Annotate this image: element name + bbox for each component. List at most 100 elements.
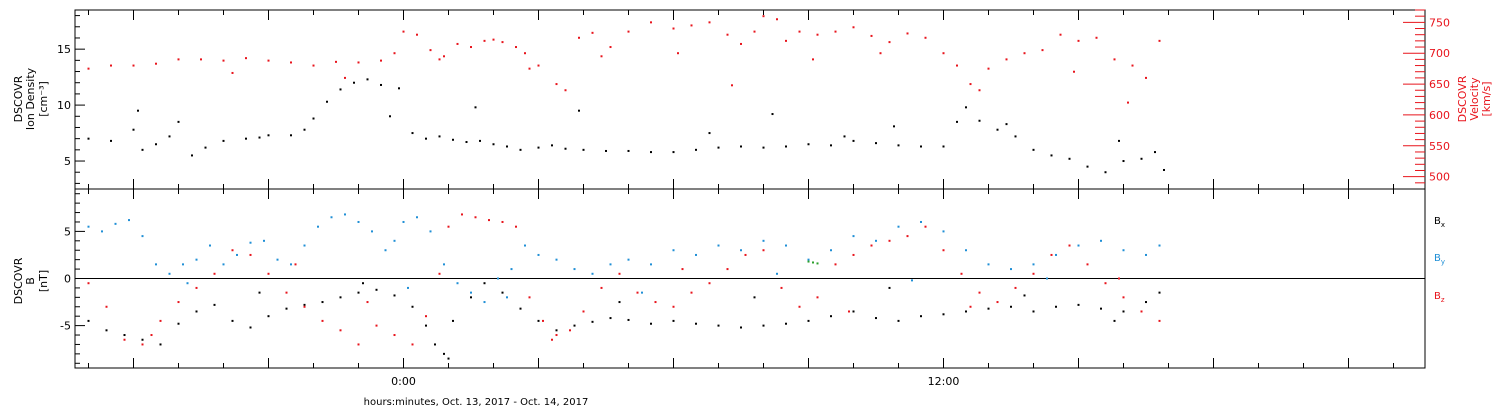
- velocity-axis-label-line3: [km/s]: [1480, 81, 1493, 116]
- velocity-point: [1095, 36, 1098, 39]
- velocity-axis-label-line1: DSCOVR: [1456, 75, 1469, 122]
- velocity-point: [335, 60, 337, 63]
- bz-point: [285, 291, 288, 294]
- density-point: [564, 147, 567, 150]
- bottom-panel: -5 0 5 DSCOVR B [nT] Bx By Bz: [12, 188, 1445, 369]
- bx-point: [1032, 310, 1035, 313]
- bx-point: [897, 319, 900, 322]
- density-point: [245, 137, 247, 140]
- by-point: [875, 239, 877, 242]
- velocity-tick-label: 700: [1429, 47, 1450, 60]
- density-point: [762, 146, 765, 149]
- by-point: [987, 263, 990, 266]
- velocity-point: [870, 34, 873, 37]
- by-point: [1158, 244, 1161, 247]
- bz-point: [762, 249, 765, 252]
- bx-point: [852, 310, 855, 313]
- density-point: [978, 119, 981, 122]
- velocity-point: [708, 21, 711, 24]
- density-point: [411, 132, 414, 135]
- bz-point: [501, 220, 504, 223]
- velocity-point: [690, 24, 693, 27]
- bz-point: [1068, 244, 1071, 247]
- legend-bz: Bz: [1434, 291, 1445, 304]
- bz-point: [672, 305, 675, 308]
- bz-point: [888, 239, 891, 242]
- bz-point: [618, 272, 621, 275]
- velocity-point: [1127, 101, 1129, 104]
- by-point: [591, 272, 594, 275]
- b-axis-label-line1: DSCOVR: [12, 257, 25, 304]
- velocity-point: [609, 46, 612, 49]
- bx-point: [987, 307, 990, 310]
- bx-point: [537, 319, 540, 322]
- bx-point: [609, 317, 612, 320]
- bz-point: [978, 291, 981, 294]
- bz-point: [393, 334, 396, 337]
- velocity-point: [438, 58, 441, 61]
- density-point: [537, 146, 540, 149]
- bx-point: [213, 303, 216, 306]
- by-point: [407, 286, 409, 289]
- bz-point: [249, 253, 252, 256]
- bx-point: [740, 326, 742, 329]
- by-point: [384, 249, 387, 252]
- bz-point: [150, 334, 153, 337]
- bz-point: [681, 268, 684, 271]
- by-point: [510, 268, 513, 271]
- bz-point: [551, 338, 553, 341]
- bz-point: [425, 315, 427, 318]
- bx-point: [875, 317, 877, 320]
- density-point: [1140, 157, 1143, 160]
- density-point: [398, 87, 400, 90]
- velocity-point: [627, 30, 630, 33]
- by-point: [942, 230, 945, 233]
- density-point: [479, 139, 481, 142]
- bz-point: [438, 272, 441, 275]
- bx-point: [672, 319, 675, 322]
- density-point: [137, 109, 139, 112]
- velocity-point: [357, 61, 360, 64]
- velocity-tick-label: 650: [1429, 78, 1450, 91]
- by-point: [344, 213, 346, 216]
- density-point: [425, 137, 427, 140]
- bx-point: [920, 315, 922, 318]
- density-point: [1154, 151, 1156, 154]
- density-point: [1005, 123, 1008, 126]
- bz-point: [231, 249, 234, 252]
- bz-point: [1104, 282, 1107, 285]
- time-tick-label: 0:00: [391, 375, 416, 388]
- bx-point: [483, 282, 486, 285]
- velocity-point: [956, 64, 958, 67]
- velocity-point: [1059, 33, 1062, 36]
- density-point: [1118, 139, 1120, 142]
- bz-point: [969, 305, 972, 308]
- velocity-tick-label: 600: [1429, 109, 1450, 122]
- velocity-point: [1131, 64, 1134, 67]
- by-point: [1145, 253, 1147, 256]
- bz_alt-point: [812, 261, 814, 264]
- bz-point: [488, 219, 490, 222]
- bz-point: [1118, 277, 1120, 280]
- bx-point: [141, 338, 144, 341]
- bz-point: [411, 343, 414, 346]
- bx-point: [1122, 310, 1125, 313]
- velocity-point: [650, 21, 652, 24]
- bx-point: [555, 329, 558, 332]
- by-point: [717, 244, 720, 247]
- density-point: [852, 139, 855, 142]
- velocity-point: [267, 59, 270, 62]
- by-point: [641, 291, 643, 294]
- bz-point: [141, 343, 144, 346]
- density-point: [87, 137, 90, 140]
- density-point: [1086, 165, 1089, 168]
- bx-point: [618, 301, 621, 304]
- velocity-point: [515, 46, 517, 49]
- by-point: [443, 263, 445, 266]
- density-point: [672, 151, 675, 154]
- density-point: [551, 144, 553, 147]
- velocity-point: [1077, 39, 1080, 42]
- velocity-point: [393, 52, 396, 55]
- by-point: [830, 249, 832, 252]
- velocity-point: [429, 49, 432, 52]
